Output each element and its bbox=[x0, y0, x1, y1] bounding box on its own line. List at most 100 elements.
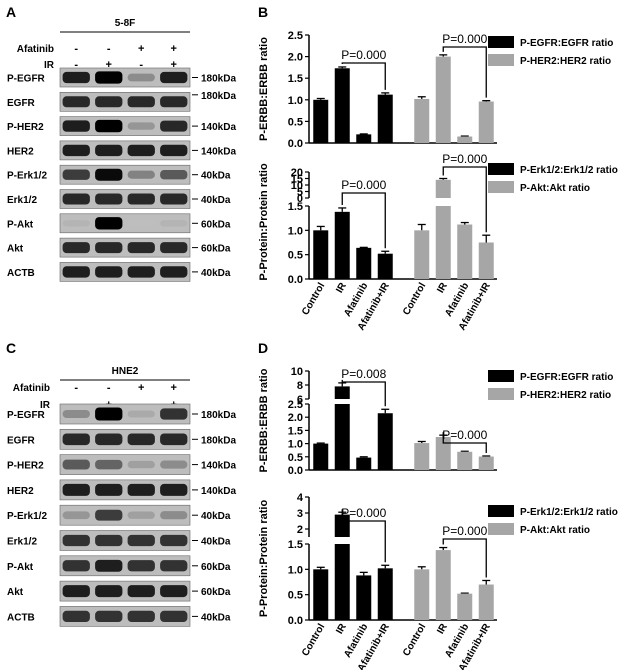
blot-strip bbox=[59, 606, 191, 627]
blot-band bbox=[62, 560, 90, 572]
treatment-sign: - bbox=[74, 43, 78, 55]
p-value-label: P=0.000 bbox=[442, 524, 487, 538]
bar bbox=[478, 584, 494, 620]
treatment-sign: + bbox=[171, 43, 177, 55]
cell-line-label: HNE2 bbox=[112, 366, 139, 377]
bar bbox=[377, 413, 393, 470]
y-tick-label: 4 bbox=[297, 492, 304, 504]
blot-band bbox=[127, 73, 155, 82]
blot-band bbox=[95, 242, 123, 254]
y-tick-label: 6 bbox=[297, 394, 303, 406]
treatment-sign: + bbox=[138, 382, 144, 394]
bar bbox=[313, 443, 329, 470]
blot-band bbox=[160, 120, 188, 132]
p-value-label: P=0.008 bbox=[341, 367, 386, 381]
blot-band bbox=[95, 217, 123, 230]
blot-protein-label: EGFR bbox=[7, 435, 36, 446]
blot-protein-label: P-Akt bbox=[7, 219, 34, 230]
blot-band bbox=[95, 459, 123, 470]
y-tick-label: 3 bbox=[297, 508, 303, 520]
blot-band bbox=[160, 266, 188, 278]
kda-label: 40kDa bbox=[201, 537, 231, 548]
y-axis-label: P-ERBB:ERBB ratio bbox=[258, 368, 270, 472]
legend-swatch bbox=[488, 388, 514, 400]
treatment-label: Afatinib bbox=[13, 383, 50, 394]
treatment-sign: + bbox=[171, 59, 177, 71]
blot-band bbox=[62, 193, 90, 205]
bar bbox=[334, 544, 350, 620]
blot-band bbox=[160, 560, 188, 572]
y-tick-label: 5 bbox=[297, 187, 303, 199]
blot-band bbox=[62, 71, 90, 84]
blot-band bbox=[95, 559, 123, 572]
x-category-label: Control bbox=[401, 622, 428, 658]
blot-strip bbox=[59, 213, 191, 234]
blot-protein-label: ACTB bbox=[7, 612, 35, 623]
blot-strip bbox=[59, 555, 191, 577]
bar-upper-segment bbox=[334, 514, 350, 537]
bar bbox=[478, 101, 494, 143]
bar bbox=[334, 404, 350, 470]
legend-entry: P-EGFR:EGFR ratio bbox=[520, 38, 613, 49]
legend-entry: P-Akt:Akt ratio bbox=[520, 525, 590, 536]
kda-label: 180kDa bbox=[201, 74, 236, 85]
p-value-label: P=0.000 bbox=[341, 178, 386, 192]
bar bbox=[435, 206, 451, 279]
blot-band bbox=[62, 409, 90, 419]
legend-entry: P-Akt:Akt ratio bbox=[520, 183, 590, 194]
cell-line-label: 5-8F bbox=[115, 18, 136, 29]
legend-entry: P-Erk1/2:Erk1/2 ratio bbox=[520, 165, 618, 176]
treatment-sign: - bbox=[107, 382, 111, 394]
blot-band bbox=[95, 119, 123, 133]
y-tick-label: 0.0 bbox=[288, 138, 303, 150]
blot-strip bbox=[59, 504, 191, 526]
significance-bracket bbox=[341, 509, 386, 563]
bar bbox=[313, 569, 329, 620]
legend-entry: P-HER2:HER2 ratio bbox=[520, 390, 611, 401]
significance-bracket bbox=[341, 379, 386, 407]
p-value-label: P=0.000 bbox=[341, 506, 386, 520]
blot-band bbox=[62, 610, 90, 623]
kda-label: 60kDa bbox=[201, 219, 231, 230]
blot-band bbox=[160, 170, 188, 180]
significance-bracket bbox=[341, 192, 386, 249]
x-category-label: Control bbox=[300, 281, 327, 317]
blot-band bbox=[127, 585, 155, 598]
significance-bracket bbox=[341, 62, 386, 90]
blot-band bbox=[160, 433, 188, 446]
blot-band bbox=[62, 433, 90, 446]
y-tick-label: 0.5 bbox=[288, 250, 303, 262]
blot-band bbox=[160, 193, 188, 205]
bar bbox=[356, 575, 372, 620]
bar bbox=[414, 230, 430, 279]
blot-band bbox=[160, 585, 188, 598]
blot-band bbox=[95, 509, 123, 521]
bar bbox=[457, 136, 473, 143]
kda-label: 60kDa bbox=[201, 587, 231, 598]
legend-entry: P-EGFR:EGFR ratio bbox=[520, 372, 613, 383]
x-category-label: IR bbox=[334, 621, 349, 636]
p-value-label: P=0.000 bbox=[442, 152, 487, 166]
y-tick-label: 0.0 bbox=[288, 274, 303, 286]
y-tick-label: 0.0 bbox=[288, 615, 303, 627]
blot-band bbox=[62, 220, 90, 227]
bar bbox=[435, 437, 451, 470]
legend-swatch bbox=[488, 523, 514, 535]
treatment-label: Afatinib bbox=[17, 44, 54, 55]
blot-band bbox=[160, 408, 188, 420]
x-category-label: IR bbox=[435, 621, 450, 636]
blot-band bbox=[62, 534, 90, 547]
blot-band bbox=[127, 460, 155, 469]
bar bbox=[478, 456, 494, 470]
blot-band bbox=[127, 511, 155, 519]
blot-strip bbox=[59, 140, 191, 161]
blot-strip bbox=[59, 67, 191, 88]
blot-band bbox=[127, 220, 155, 227]
legend-entry: P-HER2:HER2 ratio bbox=[520, 56, 611, 67]
y-tick-label: 2 bbox=[297, 524, 303, 536]
blot-protein-label: P-Erk1/2 bbox=[7, 511, 47, 522]
kda-label: 140kDa bbox=[201, 146, 236, 157]
bar-upper-segment bbox=[334, 386, 350, 399]
blot-band bbox=[127, 193, 155, 205]
blot-band bbox=[127, 242, 155, 254]
